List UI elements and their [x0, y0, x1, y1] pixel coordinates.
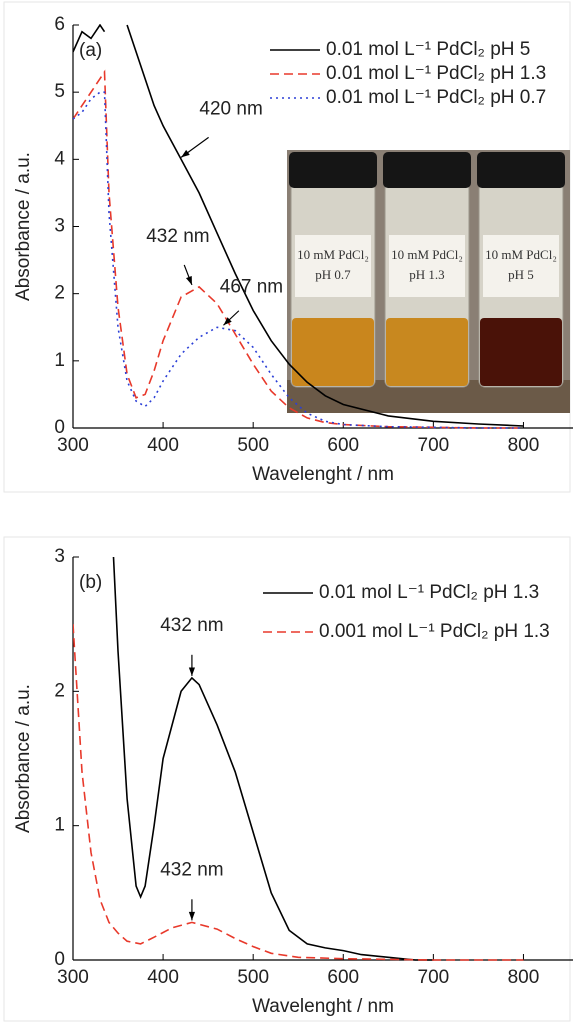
annotation-label: 432 nm	[146, 226, 209, 247]
legend-label: 0.001 mol L⁻¹ PdCl₂ pH 1.3	[319, 621, 550, 642]
y-tick-label: 0	[54, 949, 65, 970]
legend-label: 0.01 mol L⁻¹ PdCl₂ pH 0.7	[326, 87, 546, 108]
data-line	[112, 556, 434, 961]
inset-photo: 10 mM PdCl₂ pH 0.7 10 mM PdCl₂ pH 1.3 10 mM …	[287, 150, 570, 413]
annotation-arrowhead	[188, 667, 196, 676]
legend-label: 0.01 mol L⁻¹ PdCl₂ pH 1.3	[319, 582, 539, 603]
y-tick-label: 1	[54, 350, 65, 371]
legend-label: 0.01 mol L⁻¹ PdCl₂ pH 5	[326, 39, 530, 60]
inset-label: 10 mM PdCl₂	[485, 247, 557, 262]
y-tick-label: 5	[54, 81, 65, 102]
x-axis-title: Wavelenght / nm	[252, 996, 394, 1017]
bottle-liquid	[292, 318, 374, 386]
data-line	[73, 624, 524, 961]
panel-label: (b)	[79, 572, 102, 593]
y-tick-label: 3	[54, 546, 65, 567]
x-tick-label: 400	[147, 967, 179, 988]
y-axis-title: Absorbance / a.u.	[13, 152, 34, 301]
bottle-liquid	[480, 318, 562, 386]
x-tick-label: 300	[57, 435, 89, 456]
inset-label: 10 mM PdCl₂	[297, 247, 369, 262]
inset-label: pH 1.3	[409, 267, 444, 282]
panel-label: (a)	[79, 40, 102, 61]
x-tick-label: 700	[418, 967, 450, 988]
x-tick-label: 600	[327, 435, 359, 456]
annotation-label: 432 nm	[160, 615, 223, 636]
x-tick-label: 500	[237, 435, 269, 456]
panel-frame	[3, 536, 571, 1022]
y-tick-label: 3	[54, 216, 65, 237]
inset-label: pH 5	[508, 267, 534, 282]
bottle-cap	[477, 152, 565, 188]
x-tick-label: 800	[508, 967, 540, 988]
legend-label: 0.01 mol L⁻¹ PdCl₂ pH 1.3	[326, 63, 546, 84]
inset-label: pH 0.7	[315, 267, 351, 282]
bottle-cap	[383, 152, 471, 188]
x-tick-label: 300	[57, 967, 89, 988]
x-tick-label: 800	[508, 435, 540, 456]
y-tick-label: 4	[54, 148, 65, 169]
x-axis-title: Wavelenght / nm	[252, 464, 394, 485]
x-tick-label: 700	[418, 435, 450, 456]
inset-label: 10 mM PdCl₂	[391, 247, 463, 262]
y-tick-label: 1	[54, 815, 65, 836]
bottle-liquid	[386, 318, 468, 386]
annotation-label: 420 nm	[199, 98, 262, 119]
annotation-arrowhead	[223, 317, 232, 326]
y-tick-label: 0	[54, 417, 65, 438]
annotation-arrowhead	[188, 911, 196, 921]
data-line	[73, 24, 524, 427]
bottle-cap	[289, 152, 377, 188]
bottle-label	[483, 235, 559, 297]
bottle-label	[389, 235, 465, 297]
annotation-label: 432 nm	[160, 859, 223, 880]
x-tick-label: 400	[147, 435, 179, 456]
x-tick-label: 500	[237, 967, 269, 988]
y-axis-title: Absorbance / a.u.	[13, 684, 34, 833]
y-tick-label: 2	[54, 283, 65, 304]
annotation-arrowhead	[181, 149, 190, 158]
bottle-label	[295, 235, 371, 297]
annotation-label: 467 nm	[220, 276, 283, 297]
y-tick-label: 6	[54, 14, 65, 35]
y-tick-label: 2	[54, 680, 65, 701]
annotation-arrowhead	[186, 275, 192, 285]
x-tick-label: 600	[327, 967, 359, 988]
